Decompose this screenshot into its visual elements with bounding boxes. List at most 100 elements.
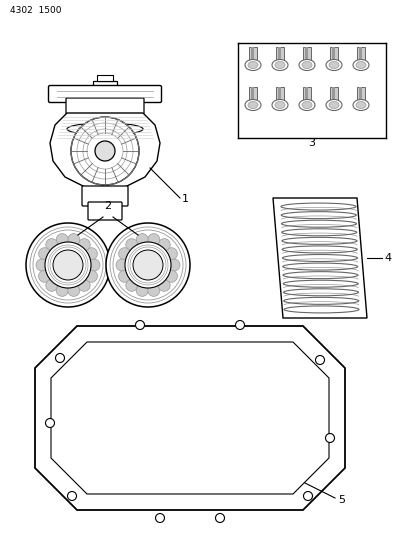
Circle shape: [26, 223, 110, 307]
Ellipse shape: [245, 100, 261, 110]
Bar: [278, 87, 281, 103]
Bar: [330, 47, 338, 63]
Text: 1: 1: [182, 194, 189, 204]
Circle shape: [46, 418, 55, 427]
Bar: [249, 87, 257, 103]
Circle shape: [126, 239, 138, 251]
Text: 5: 5: [338, 495, 345, 505]
Ellipse shape: [299, 60, 315, 70]
Ellipse shape: [326, 100, 342, 110]
Circle shape: [56, 284, 68, 296]
Polygon shape: [35, 326, 345, 510]
Bar: [251, 87, 254, 103]
Circle shape: [85, 248, 98, 260]
Bar: [357, 87, 365, 103]
Bar: [305, 47, 308, 63]
Circle shape: [165, 248, 177, 260]
Circle shape: [39, 248, 51, 260]
Ellipse shape: [356, 61, 366, 69]
FancyBboxPatch shape: [88, 202, 122, 220]
Circle shape: [125, 242, 171, 288]
Ellipse shape: [329, 61, 339, 69]
Circle shape: [136, 284, 148, 296]
Circle shape: [148, 233, 160, 246]
Circle shape: [78, 279, 90, 292]
Ellipse shape: [353, 60, 369, 70]
Bar: [330, 87, 338, 103]
Ellipse shape: [299, 100, 315, 110]
Bar: [332, 47, 335, 63]
Circle shape: [119, 248, 131, 260]
Circle shape: [165, 270, 177, 282]
Polygon shape: [50, 113, 160, 190]
Text: 4: 4: [384, 253, 391, 263]
Ellipse shape: [353, 100, 369, 110]
Circle shape: [304, 491, 313, 500]
Ellipse shape: [326, 60, 342, 70]
Ellipse shape: [67, 123, 143, 135]
Ellipse shape: [302, 61, 312, 69]
Bar: [276, 87, 284, 103]
Circle shape: [116, 259, 128, 271]
Circle shape: [136, 233, 148, 246]
Circle shape: [85, 270, 98, 282]
Bar: [357, 47, 365, 63]
Circle shape: [56, 233, 68, 246]
Bar: [359, 87, 362, 103]
Circle shape: [130, 247, 166, 283]
Bar: [251, 47, 254, 63]
Bar: [249, 47, 257, 63]
FancyBboxPatch shape: [66, 98, 144, 114]
Bar: [276, 47, 284, 63]
Bar: [332, 87, 335, 103]
Circle shape: [135, 320, 144, 329]
Circle shape: [235, 320, 244, 329]
Bar: [97, 75, 113, 81]
Ellipse shape: [275, 101, 285, 109]
Circle shape: [106, 223, 190, 307]
Circle shape: [168, 259, 180, 271]
Circle shape: [326, 433, 335, 442]
Circle shape: [46, 239, 58, 251]
Circle shape: [315, 356, 324, 365]
Circle shape: [39, 270, 51, 282]
Polygon shape: [273, 198, 367, 318]
Circle shape: [126, 279, 138, 292]
Circle shape: [68, 284, 80, 296]
Circle shape: [158, 239, 170, 251]
Ellipse shape: [356, 101, 366, 109]
Circle shape: [55, 353, 64, 362]
Polygon shape: [51, 342, 329, 494]
Ellipse shape: [329, 101, 339, 109]
Circle shape: [155, 513, 164, 522]
Text: 4302  1500: 4302 1500: [10, 6, 62, 15]
Circle shape: [36, 259, 48, 271]
Circle shape: [50, 247, 86, 283]
FancyBboxPatch shape: [82, 186, 128, 206]
Ellipse shape: [248, 61, 258, 69]
Circle shape: [215, 513, 224, 522]
FancyBboxPatch shape: [49, 85, 162, 102]
Circle shape: [71, 117, 139, 185]
Circle shape: [53, 250, 83, 280]
Circle shape: [158, 279, 170, 292]
Bar: [359, 47, 362, 63]
Circle shape: [67, 491, 77, 500]
Ellipse shape: [275, 61, 285, 69]
Circle shape: [148, 284, 160, 296]
Bar: [93, 81, 117, 91]
Bar: [278, 47, 281, 63]
Ellipse shape: [302, 101, 312, 109]
Circle shape: [46, 279, 58, 292]
Circle shape: [68, 233, 80, 246]
Circle shape: [78, 239, 90, 251]
Circle shape: [95, 141, 115, 161]
Circle shape: [133, 250, 163, 280]
Bar: [303, 47, 311, 63]
Ellipse shape: [272, 100, 288, 110]
Circle shape: [119, 270, 131, 282]
Bar: [303, 87, 311, 103]
Ellipse shape: [245, 60, 261, 70]
Text: 3: 3: [308, 138, 315, 148]
Ellipse shape: [248, 101, 258, 109]
